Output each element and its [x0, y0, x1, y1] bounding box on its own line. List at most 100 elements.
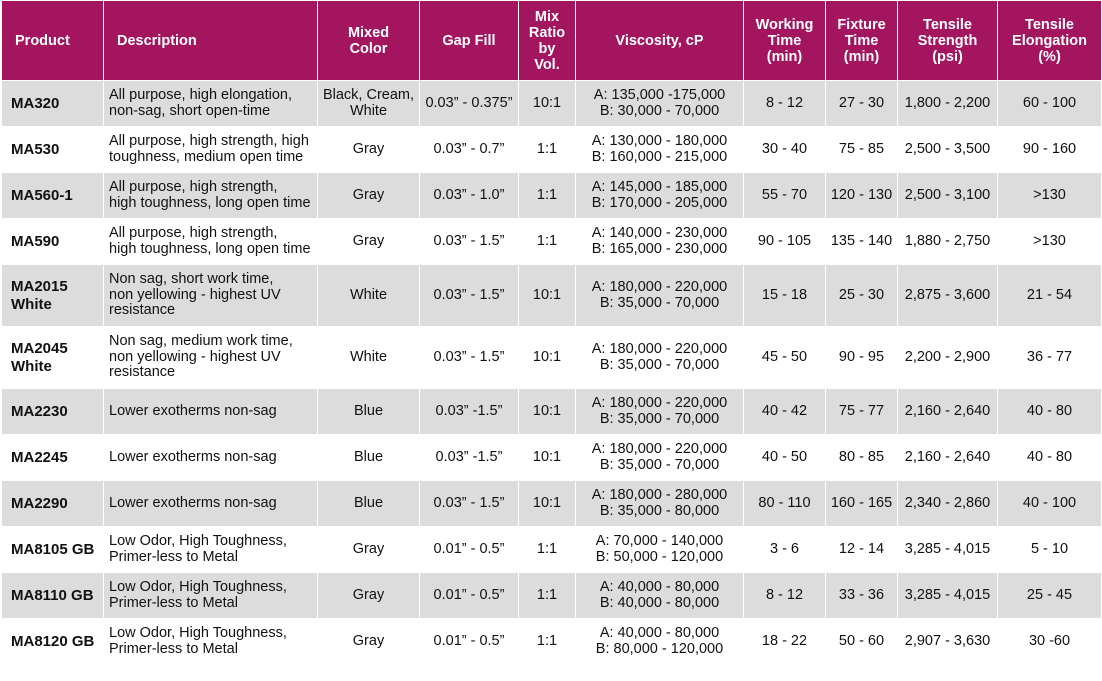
fixture-time-cell: 135 - 140 — [825, 218, 898, 265]
fixture-time-cell: 25 - 30 — [825, 264, 898, 327]
tensile-elongation-cell: 25 - 45 — [997, 572, 1102, 619]
mixed-color-cell: Black, Cream, White — [317, 80, 420, 127]
header-mix-ratio: Mix Ratio by Vol. — [518, 0, 576, 81]
viscosity-cell: A: 135,000 -175,000 B: 30,000 - 70,000 — [575, 80, 744, 127]
tensile-elongation-cell: 30 -60 — [997, 618, 1102, 665]
description-cell: Lower exotherms non-sag — [103, 480, 318, 527]
mix-ratio-cell: 10:1 — [518, 326, 576, 389]
viscosity-cell: A: 145,000 - 185,000 B: 170,000 - 205,000 — [575, 172, 744, 219]
gap-fill-cell: 0.03” - 1.5” — [419, 480, 519, 527]
gap-fill-cell: 0.03” - 1.5” — [419, 264, 519, 327]
working-time-cell: 8 - 12 — [743, 572, 826, 619]
tensile-strength-cell: 2,340 - 2,860 — [897, 480, 998, 527]
working-time-cell: 3 - 6 — [743, 526, 826, 573]
tensile-strength-cell: 1,880 - 2,750 — [897, 218, 998, 265]
table-row: MA2245 Lower exotherms non-sag Blue 0.03” -… — [1, 434, 1102, 481]
header-row: Product Description Mixed Color Gap Fill… — [1, 0, 1102, 81]
mixed-color-cell: White — [317, 326, 420, 389]
product-cell: MA8105 GB — [1, 526, 104, 573]
header-mixed-color: Mixed Color — [317, 0, 420, 81]
tensile-elongation-cell: 21 - 54 — [997, 264, 1102, 327]
description-cell: All purpose, high strength, high toughnes… — [103, 126, 318, 173]
viscosity-cell: A: 180,000 - 220,000 B: 35,000 - 70,000 — [575, 264, 744, 327]
table-body: MA320 All purpose, high elongation, non-sa… — [1, 80, 1102, 665]
mixed-color-cell: Gray — [317, 526, 420, 573]
mix-ratio-cell: 1:1 — [518, 218, 576, 265]
viscosity-cell: A: 140,000 - 230,000 B: 165,000 - 230,000 — [575, 218, 744, 265]
working-time-cell: 8 - 12 — [743, 80, 826, 127]
table-row: MA2015 White Non sag, short work time, non… — [1, 264, 1102, 327]
product-cell: MA320 — [1, 80, 104, 127]
mixed-color-cell: Gray — [317, 126, 420, 173]
tensile-elongation-cell: 40 - 100 — [997, 480, 1102, 527]
header-fixture-time: Fixture Time (min) — [825, 0, 898, 81]
working-time-cell: 15 - 18 — [743, 264, 826, 327]
working-time-cell: 40 - 50 — [743, 434, 826, 481]
table-row: MA8120 GB Low Odor, High Toughness, Primer… — [1, 618, 1102, 665]
working-time-cell: 18 - 22 — [743, 618, 826, 665]
mix-ratio-cell: 10:1 — [518, 434, 576, 481]
mix-ratio-cell: 1:1 — [518, 172, 576, 219]
mix-ratio-cell: 10:1 — [518, 80, 576, 127]
table-row: MA590 All purpose, high strength, high tou… — [1, 218, 1102, 265]
product-cell: MA2015 White — [1, 264, 104, 327]
product-cell: MA2230 — [1, 388, 104, 435]
description-cell: All purpose, high strength, high toughnes… — [103, 172, 318, 219]
mixed-color-cell: Blue — [317, 434, 420, 481]
table-row: MA2290 Lower exotherms non-sag Blue 0.03” -… — [1, 480, 1102, 527]
gap-fill-cell: 0.03” - 1.5” — [419, 218, 519, 265]
tensile-elongation-cell: 60 - 100 — [997, 80, 1102, 127]
viscosity-cell: A: 180,000 - 280,000 B: 35,000 - 80,000 — [575, 480, 744, 527]
viscosity-cell: A: 130,000 - 180,000 B: 160,000 - 215,000 — [575, 126, 744, 173]
gap-fill-cell: 0.01” - 0.5” — [419, 526, 519, 573]
header-product: Product — [1, 0, 104, 81]
viscosity-cell: A: 180,000 - 220,000 B: 35,000 - 70,000 — [575, 434, 744, 481]
viscosity-cell: A: 180,000 - 220,000 B: 35,000 - 70,000 — [575, 326, 744, 389]
tensile-strength-cell: 3,285 - 4,015 — [897, 526, 998, 573]
description-cell: Low Odor, High Toughness, Primer-less to … — [103, 526, 318, 573]
fixture-time-cell: 160 - 165 — [825, 480, 898, 527]
working-time-cell: 55 - 70 — [743, 172, 826, 219]
tensile-strength-cell: 2,875 - 3,600 — [897, 264, 998, 327]
fixture-time-cell: 90 - 95 — [825, 326, 898, 389]
table-row: MA320 All purpose, high elongation, non-sa… — [1, 80, 1102, 127]
description-cell: Lower exotherms non-sag — [103, 388, 318, 435]
mixed-color-cell: Blue — [317, 480, 420, 527]
description-cell: Low Odor, High Toughness, Primer-less to … — [103, 618, 318, 665]
table-row: MA560-1 All purpose, high strength, high t… — [1, 172, 1102, 219]
gap-fill-cell: 0.03” -1.5” — [419, 434, 519, 481]
tensile-strength-cell: 3,285 - 4,015 — [897, 572, 998, 619]
gap-fill-cell: 0.01” - 0.5” — [419, 618, 519, 665]
description-cell: All purpose, high elongation, non-sag, sh… — [103, 80, 318, 127]
tensile-strength-cell: 1,800 - 2,200 — [897, 80, 998, 127]
viscosity-cell: A: 40,000 - 80,000 B: 40,000 - 80,000 — [575, 572, 744, 619]
tensile-strength-cell: 2,160 - 2,640 — [897, 388, 998, 435]
product-cell: MA560-1 — [1, 172, 104, 219]
header-tensile-strength: Tensile Strength (psi) — [897, 0, 998, 81]
tensile-elongation-cell: 90 - 160 — [997, 126, 1102, 173]
description-cell: Non sag, short work time, non yellowing -… — [103, 264, 318, 327]
mix-ratio-cell: 1:1 — [518, 526, 576, 573]
product-cell: MA2045 White — [1, 326, 104, 389]
description-cell: Non sag, medium work time, non yellowing … — [103, 326, 318, 389]
mixed-color-cell: Gray — [317, 172, 420, 219]
tensile-strength-cell: 2,907 - 3,630 — [897, 618, 998, 665]
product-cell: MA530 — [1, 126, 104, 173]
gap-fill-cell: 0.03” - 0.375” — [419, 80, 519, 127]
mixed-color-cell: White — [317, 264, 420, 327]
fixture-time-cell: 33 - 36 — [825, 572, 898, 619]
viscosity-cell: A: 180,000 - 220,000 B: 35,000 - 70,000 — [575, 388, 744, 435]
tensile-elongation-cell: 5 - 10 — [997, 526, 1102, 573]
viscosity-cell: A: 40,000 - 80,000 B: 80,000 - 120,000 — [575, 618, 744, 665]
fixture-time-cell: 120 - 130 — [825, 172, 898, 219]
mix-ratio-cell: 10:1 — [518, 388, 576, 435]
description-cell: Low Odor, High Toughness, Primer-less to … — [103, 572, 318, 619]
tensile-elongation-cell: >130 — [997, 218, 1102, 265]
table-row: MA530 All purpose, high strength, high tou… — [1, 126, 1102, 173]
product-cell: MA2290 — [1, 480, 104, 527]
fixture-time-cell: 27 - 30 — [825, 80, 898, 127]
header-working-time: Working Time (min) — [743, 0, 826, 81]
working-time-cell: 90 - 105 — [743, 218, 826, 265]
gap-fill-cell: 0.01” - 0.5” — [419, 572, 519, 619]
table-row: MA2230 Lower exotherms non-sag Blue 0.03” -… — [1, 388, 1102, 435]
